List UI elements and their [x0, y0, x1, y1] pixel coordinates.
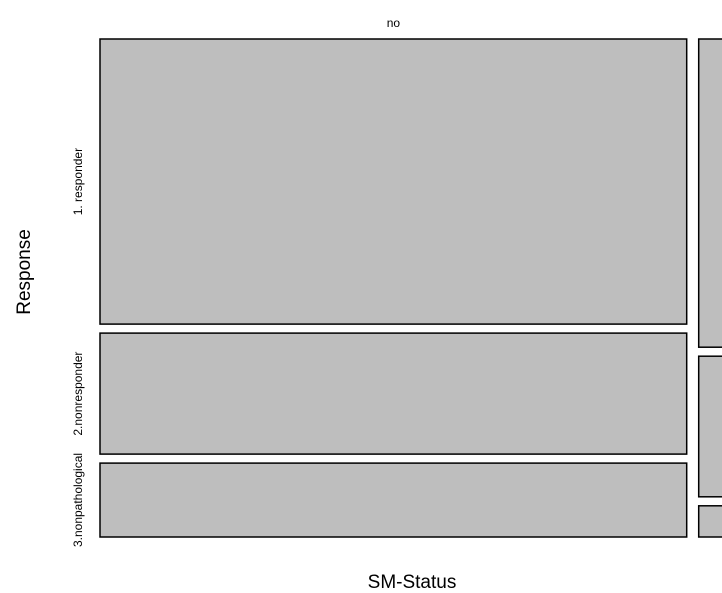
row-label-2: 2.nonresponder	[71, 352, 85, 436]
row-label-1: 1. responder	[71, 148, 85, 215]
column-labels: noyes	[387, 16, 401, 30]
tile-yes-3	[697, 505, 722, 538]
tile-no-2	[99, 332, 688, 455]
row-label-3: 3.nonpathological	[71, 453, 85, 547]
tile-yes-1	[697, 38, 722, 348]
tile-no-1	[99, 38, 688, 325]
x-axis-title: SM-Status	[368, 572, 457, 593]
column-label-no: no	[387, 16, 401, 30]
tile-yes-2	[697, 355, 722, 498]
row-labels: 1. responder 2.nonresponder 3.nonpathologi…	[71, 148, 85, 547]
tile-no-3	[99, 462, 688, 538]
mosaic-tiles	[99, 38, 722, 538]
y-axis-title: Response	[14, 229, 35, 315]
